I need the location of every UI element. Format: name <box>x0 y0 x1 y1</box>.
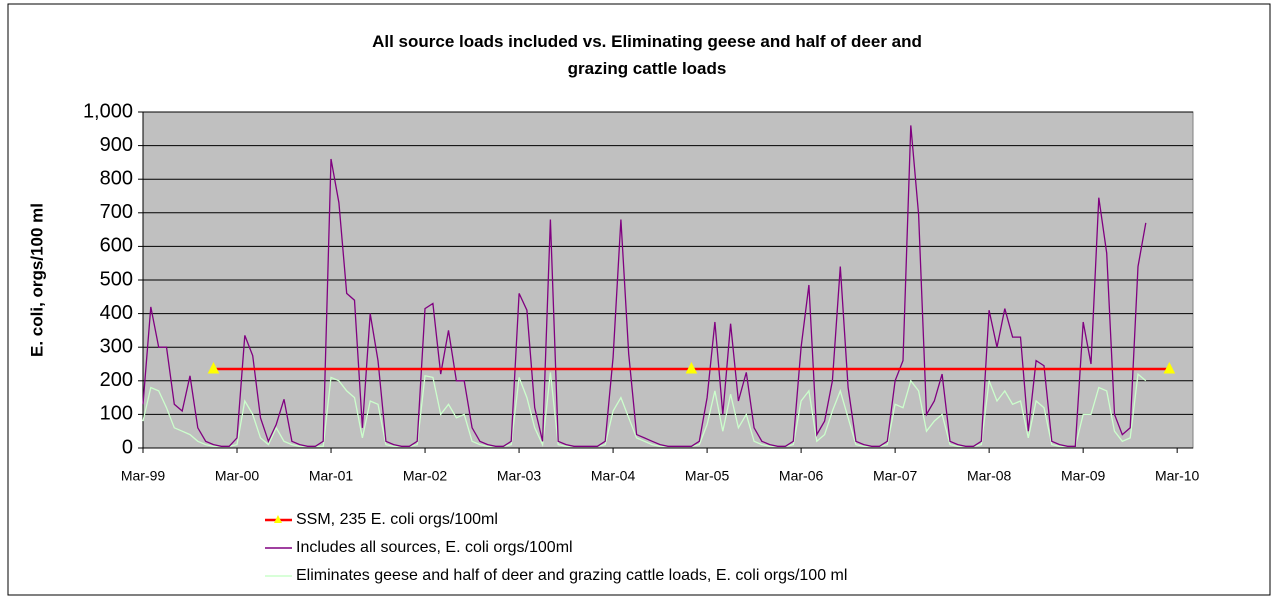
y-tick-label: 100 <box>100 403 133 425</box>
y-tick-label: 700 <box>100 201 133 223</box>
x-tick-label: Mar-02 <box>403 468 448 484</box>
legend-marker <box>274 515 282 523</box>
y-tick-label: 200 <box>100 369 133 391</box>
series-marker <box>1163 361 1176 374</box>
x-tick-label: Mar-01 <box>309 468 354 484</box>
series-line <box>142 125 1147 447</box>
x-tick-label: Mar-04 <box>591 468 636 484</box>
y-tick-label: 600 <box>100 235 133 257</box>
x-tick-label: Mar-10 <box>1155 468 1200 484</box>
legend-label: Includes all sources, E. coli orgs/100ml <box>296 539 573 556</box>
x-tick-label: Mar-05 <box>685 468 730 484</box>
series-marker <box>685 361 698 374</box>
y-tick-label: 300 <box>100 335 133 357</box>
x-tick-label: Mar-09 <box>1061 468 1106 484</box>
y-tick-label: 1,000 <box>83 100 133 122</box>
y-axis-label: E. coli, orgs/100 ml <box>27 203 46 357</box>
series-marker <box>207 361 220 374</box>
x-tick-label: Mar-06 <box>779 468 824 484</box>
y-tick-label: 900 <box>100 134 133 156</box>
chart-title: All source loads included vs. Eliminatin… <box>372 32 922 78</box>
y-tick-label: 500 <box>100 268 133 290</box>
y-tick-label: 800 <box>100 167 133 189</box>
legend-label: SSM, 235 E. coli orgs/100ml <box>296 511 498 528</box>
x-tick-label: Mar-07 <box>873 468 918 484</box>
x-tick-label: Mar-08 <box>967 468 1012 484</box>
x-tick-label: Mar-00 <box>215 468 260 484</box>
x-tick-label: Mar-03 <box>497 468 542 484</box>
y-tick-label: 400 <box>100 302 133 324</box>
x-tick-label: Mar-99 <box>121 468 166 484</box>
legend-label: Eliminates geese and half of deer and gr… <box>296 567 847 584</box>
y-tick-label: 0 <box>122 436 133 458</box>
